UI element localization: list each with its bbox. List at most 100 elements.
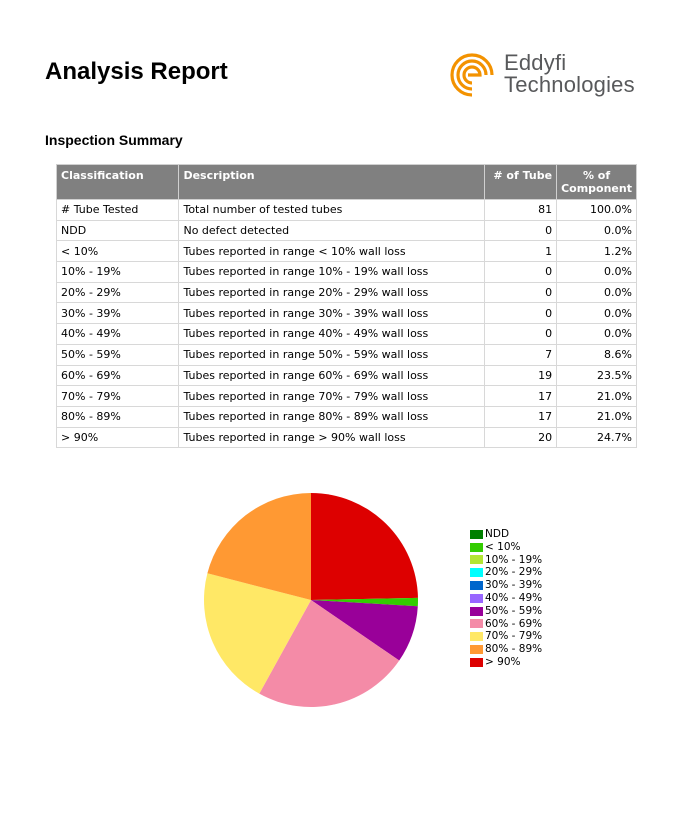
cell-percent: 24.7% xyxy=(556,426,637,449)
cell-description: Tubes reported in range 60% - 69% wall l… xyxy=(178,364,485,387)
col-percent: % of Component xyxy=(556,164,637,200)
legend-item: 20% - 29% xyxy=(470,566,542,579)
table-row: 10% - 19% Tubes reported in range 10% - 1… xyxy=(55,261,637,283)
cell-classification: # Tube Tested xyxy=(55,199,180,221)
cell-percent: 0.0% xyxy=(556,281,637,304)
inspection-summary-table: Classification Description # of Tube % o… xyxy=(55,164,637,449)
table-row: 60% - 69% Tubes reported in range 60% - 6… xyxy=(55,364,637,387)
legend-swatch xyxy=(470,619,483,629)
cell-description: No defect detected xyxy=(178,219,485,242)
table-row: NDD No defect detected 0 0.0% xyxy=(55,219,637,242)
legend-label: NDD xyxy=(485,528,510,540)
legend-label: 10% - 19% xyxy=(485,553,543,566)
legend-label: 20% - 29% xyxy=(485,566,543,579)
logo-icon xyxy=(450,53,494,97)
cell-description: Tubes reported in range 10% - 19% wall l… xyxy=(178,261,485,283)
legend-swatch xyxy=(470,581,483,591)
legend-item: 60% - 69% xyxy=(470,618,542,631)
page-title: Analysis Report xyxy=(45,58,228,85)
logo-text: Eddyfi Technologies xyxy=(504,52,635,96)
legend-label: 50% - 59% xyxy=(485,604,543,617)
table-row: 30% - 39% Tubes reported in range 30% - 3… xyxy=(55,302,637,325)
cell-classification: 40% - 49% xyxy=(55,323,180,345)
legend-swatch xyxy=(470,657,483,667)
legend-swatch xyxy=(470,645,483,655)
cell-percent: 0.0% xyxy=(556,323,637,345)
cell-classification: 20% - 29% xyxy=(55,281,180,304)
legend-item: 50% - 59% xyxy=(470,605,542,618)
table-row: 70% - 79% Tubes reported in range 70% - 7… xyxy=(55,385,637,407)
legend-item: NDD xyxy=(470,528,542,541)
logo-text-line2: Technologies xyxy=(504,72,635,97)
cell-percent: 0.0% xyxy=(556,219,637,242)
pie-slice-90 xyxy=(311,493,418,600)
table-row: > 90% Tubes reported in range > 90% wall … xyxy=(55,426,637,449)
cell-description: Tubes reported in range 30% - 39% wall l… xyxy=(178,302,485,325)
cell-classification: NDD xyxy=(55,219,180,242)
legend-item: < 10% xyxy=(470,541,542,554)
cell-tube-count: 0 xyxy=(483,219,558,242)
cell-tube-count: 1 xyxy=(483,240,558,263)
legend-label: > 90% xyxy=(485,655,521,668)
cell-tube-count: 0 xyxy=(483,323,558,345)
legend-item: 30% - 39% xyxy=(470,579,542,592)
logo-text-line1: Eddyfi xyxy=(504,50,567,75)
table-row: 40% - 49% Tubes reported in range 40% - 4… xyxy=(55,323,637,345)
legend-item: 10% - 19% xyxy=(470,554,542,567)
cell-percent: 21.0% xyxy=(556,385,637,407)
legend-label: 80% - 89% xyxy=(485,643,543,656)
cell-percent: 23.5% xyxy=(556,364,637,387)
cell-tube-count: 0 xyxy=(483,281,558,304)
cell-description: Total number of tested tubes xyxy=(178,199,485,221)
legend-item: > 90% xyxy=(470,656,542,669)
legend-label: 70% - 79% xyxy=(485,630,543,643)
cell-percent: 0.0% xyxy=(556,302,637,325)
cell-tube-count: 7 xyxy=(483,343,558,366)
eddyfi-logo: Eddyfi Technologies xyxy=(448,50,638,100)
pie-slice-50-59 xyxy=(311,600,418,661)
legend-item: 80% - 89% xyxy=(470,643,542,656)
col-classification: Classification xyxy=(55,164,180,200)
table-row: 20% - 29% Tubes reported in range 20% - 2… xyxy=(55,281,637,304)
cell-percent: 8.6% xyxy=(556,343,637,366)
legend-swatch xyxy=(470,568,483,578)
section-title: Inspection Summary xyxy=(45,132,183,148)
legend-label: 60% - 69% xyxy=(485,617,543,630)
cell-description: Tubes reported in range 20% - 29% wall l… xyxy=(178,281,485,304)
cell-description: Tubes reported in range < 10% wall loss xyxy=(178,240,485,263)
cell-classification: 30% - 39% xyxy=(55,302,180,325)
cell-classification: 50% - 59% xyxy=(55,343,180,366)
cell-tube-count: 20 xyxy=(483,426,558,449)
chart-legend: NDD < 10% 10% - 19% 20% - 29% 30% - 39% 40% -… xyxy=(470,528,542,669)
pie-slice-10 xyxy=(311,597,418,607)
pie-slice-80-89 xyxy=(207,493,311,600)
pie-slice-60-69 xyxy=(259,600,400,707)
col-tube-count: # of Tube xyxy=(483,164,558,200)
cell-classification: 60% - 69% xyxy=(55,364,180,387)
legend-swatch xyxy=(470,593,483,603)
cell-classification: < 10% xyxy=(55,240,180,263)
cell-percent: 0.0% xyxy=(556,261,637,283)
col-description: Description xyxy=(178,164,485,200)
cell-description: Tubes reported in range 40% - 49% wall l… xyxy=(178,323,485,345)
cell-tube-count: 19 xyxy=(483,364,558,387)
legend-label: 40% - 49% xyxy=(485,591,543,604)
legend-swatch xyxy=(470,606,483,616)
legend-label: 30% - 39% xyxy=(485,579,543,592)
cell-tube-count: 17 xyxy=(483,405,558,428)
cell-tube-count: 0 xyxy=(483,261,558,283)
cell-classification: 10% - 19% xyxy=(55,261,180,283)
table-row: 80% - 89% Tubes reported in range 80% - 8… xyxy=(55,405,637,428)
legend-swatch xyxy=(470,555,483,565)
legend-item: 70% - 79% xyxy=(470,630,542,643)
cell-tube-count: 0 xyxy=(483,302,558,325)
legend-label: < 10% xyxy=(485,540,521,553)
legend-swatch xyxy=(470,542,483,552)
cell-description: Tubes reported in range 70% - 79% wall l… xyxy=(178,385,485,407)
cell-percent: 1.2% xyxy=(556,240,637,263)
cell-tube-count: 81 xyxy=(483,199,558,221)
cell-classification: 80% - 89% xyxy=(55,405,180,428)
table-row: 50% - 59% Tubes reported in range 50% - 5… xyxy=(55,343,637,366)
legend-swatch xyxy=(470,529,483,539)
